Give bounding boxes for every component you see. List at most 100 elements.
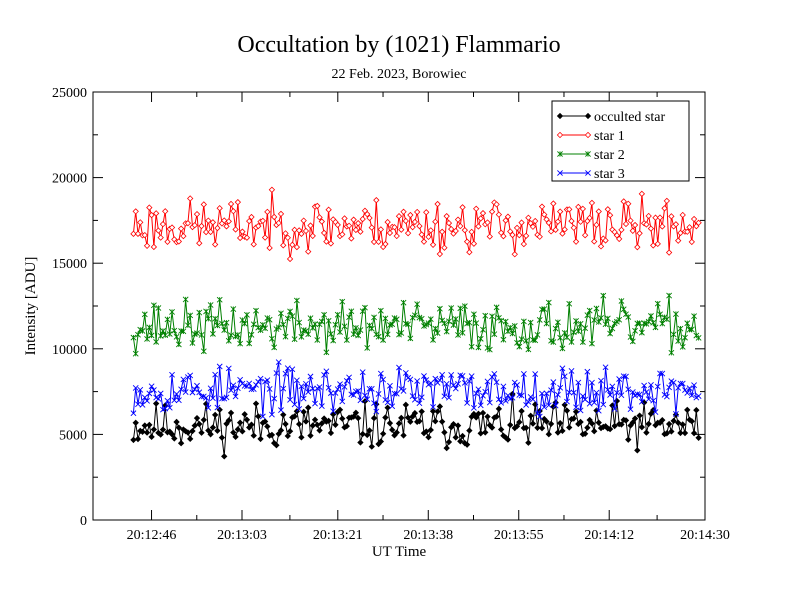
data-point (373, 196, 380, 204)
data-point (148, 211, 155, 219)
x-tick-label: 20:14:30 (680, 528, 730, 543)
data-point (271, 213, 278, 221)
data-point (205, 217, 212, 224)
data-point (514, 382, 520, 388)
data-point (193, 210, 201, 218)
data-point (202, 228, 210, 236)
data-point (396, 364, 402, 371)
data-point (316, 214, 323, 221)
data-point (377, 438, 385, 445)
data-point (625, 436, 632, 443)
data-point (536, 233, 543, 240)
data-point (327, 390, 334, 397)
data-point (291, 226, 298, 233)
data-point (568, 217, 575, 225)
data-point (581, 430, 589, 437)
data-point (502, 397, 509, 404)
data-point (652, 324, 659, 331)
data-point (466, 378, 473, 384)
data-point (536, 413, 543, 420)
data-point (146, 421, 153, 429)
data-point (552, 402, 559, 409)
data-point (677, 229, 684, 237)
data-point (291, 413, 298, 420)
data-point (266, 244, 273, 252)
y-tick-label: 5000 (59, 428, 87, 443)
data-point (495, 211, 503, 218)
data-point (266, 316, 273, 323)
data-point (659, 320, 666, 327)
data-point (477, 215, 484, 222)
data-point (382, 414, 389, 421)
data-point (668, 428, 675, 435)
data-point (300, 395, 307, 402)
data-point (484, 219, 491, 226)
data-point (404, 229, 412, 237)
data-point (455, 380, 461, 387)
data-point (234, 385, 241, 392)
data-point (688, 326, 695, 333)
data-point (593, 389, 600, 396)
data-point (384, 331, 391, 338)
data-point (464, 400, 471, 406)
data-point (234, 331, 241, 338)
data-point (382, 315, 389, 322)
data-point (196, 240, 203, 247)
data-point (411, 396, 418, 403)
data-point (638, 398, 645, 405)
data-point (223, 394, 230, 401)
data-point (225, 337, 232, 344)
data-point (398, 414, 405, 422)
data-point (491, 370, 498, 377)
data-point (507, 324, 514, 331)
data-point (132, 419, 139, 426)
data-point (504, 436, 512, 443)
data-point (682, 334, 688, 341)
data-point (561, 373, 568, 380)
data-point (268, 431, 276, 439)
data-point (616, 235, 623, 243)
data-point (434, 200, 441, 208)
data-point (357, 397, 364, 404)
legend-label: occulted star (594, 110, 665, 125)
data-point (550, 379, 557, 386)
data-point (609, 325, 616, 332)
data-point (638, 190, 646, 197)
data-point (264, 423, 271, 430)
data-point (409, 224, 416, 231)
data-point (577, 418, 584, 426)
data-point (148, 383, 155, 390)
data-point (166, 331, 173, 337)
data-point (500, 233, 507, 240)
data-point (477, 402, 484, 409)
data-point (368, 443, 375, 450)
data-point (466, 427, 473, 434)
data-point (386, 419, 394, 427)
data-point (298, 333, 305, 340)
data-point (223, 223, 230, 230)
data-point (629, 389, 636, 395)
data-point (488, 208, 496, 215)
data-point (688, 392, 695, 399)
data-point (191, 222, 198, 229)
data-point (675, 237, 682, 244)
data-point (493, 413, 500, 420)
y-tick-label: 15000 (52, 257, 87, 272)
data-point (141, 311, 148, 318)
data-point (411, 218, 419, 226)
data-point (377, 307, 384, 314)
data-point (209, 330, 216, 337)
data-point (173, 391, 180, 397)
data-point (511, 323, 518, 329)
data-point (132, 350, 139, 357)
data-point (441, 393, 448, 400)
x-tick-label: 20:13:38 (403, 528, 453, 543)
data-point (250, 241, 257, 248)
data-point (681, 429, 689, 437)
data-point (198, 393, 205, 400)
data-point (191, 422, 198, 429)
data-point (137, 219, 144, 226)
data-point (604, 315, 611, 322)
data-point (416, 417, 423, 425)
data-point (348, 308, 355, 315)
